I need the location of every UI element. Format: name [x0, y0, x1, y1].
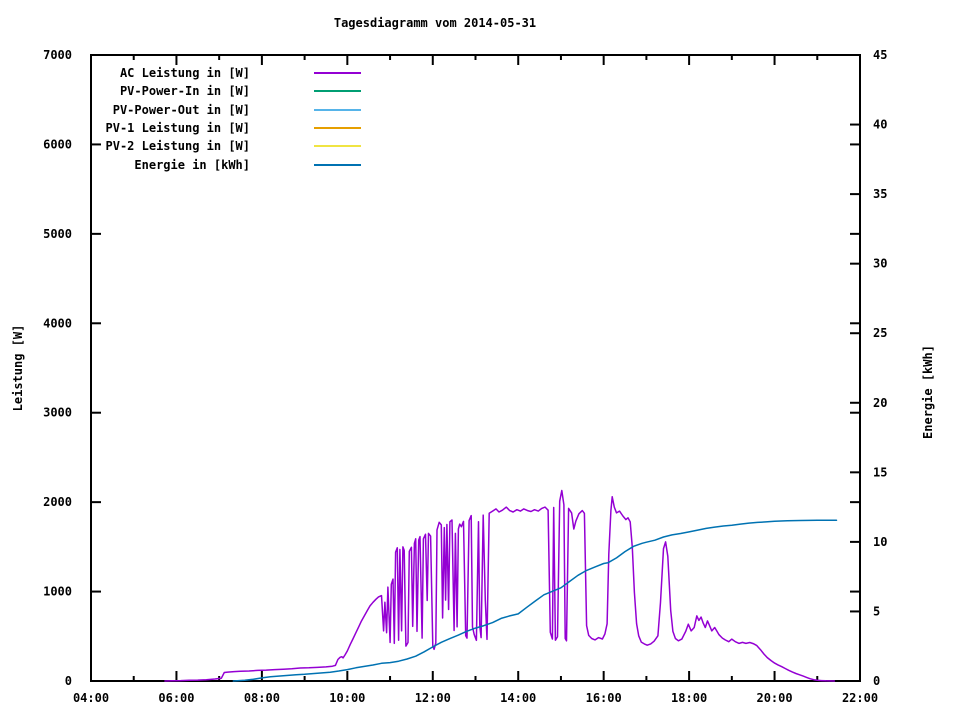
- chart-title: Tagesdiagramm vom 2014-05-31: [333, 16, 537, 30]
- y2-tick-label: 30: [873, 257, 887, 271]
- x-tick-label: 04:00: [73, 691, 109, 705]
- y1-tick-label: 2000: [43, 495, 72, 509]
- legend-line-sample: [314, 163, 361, 166]
- legend-item: PV-Power-In in [W]: [88, 82, 361, 100]
- legend-item: Energie in [kWh]: [88, 155, 361, 173]
- y1-tick-label: 5000: [43, 227, 72, 241]
- y2-tick-label: 0: [873, 674, 880, 688]
- x-tick-label: 16:00: [586, 691, 622, 705]
- y1-tick-label: 4000: [43, 316, 72, 330]
- legend-label: PV-Power-Out in [W]: [112, 102, 250, 117]
- y2-tick-label: 40: [873, 118, 887, 132]
- legend-item: AC Leistung in [W]: [88, 64, 361, 82]
- y2-tick-label: 35: [873, 187, 887, 201]
- legend-label: PV-Power-In in [W]: [119, 84, 250, 99]
- y2-tick-label: 10: [873, 535, 887, 549]
- series-ac-leistung-in-w: [164, 489, 836, 682]
- x-tick-label: 20:00: [756, 691, 792, 705]
- y1-axis-title: Leistung [W]: [11, 324, 25, 412]
- legend-item: PV-Power-Out in [W]: [88, 101, 361, 119]
- x-tick-label: 22:00: [842, 691, 878, 705]
- legend: AC Leistung in [W] PV-Power-In in [W] PV-P…: [88, 64, 361, 174]
- legend-item: PV-1 Leistung in [W]: [88, 119, 361, 137]
- legend-line-sample: [314, 90, 361, 93]
- x-tick-label: 14:00: [500, 691, 536, 705]
- legend-label: PV-1 Leistung in [W]: [105, 121, 251, 136]
- y2-axis-title: Energie [kWh]: [921, 345, 935, 439]
- y2-tick-label: 5: [873, 604, 880, 618]
- x-tick-label: 06:00: [158, 691, 194, 705]
- x-tick-label: 08:00: [244, 691, 280, 705]
- y1-tick-label: 7000: [43, 48, 72, 62]
- y1-tick-label: 0: [65, 674, 72, 688]
- legend-line-sample: [314, 127, 361, 130]
- x-tick-label: 10:00: [329, 691, 365, 705]
- legend-line-sample: [314, 145, 361, 148]
- legend-label: PV-2 Leistung in [W]: [105, 139, 251, 154]
- legend-label: AC Leistung in [W]: [119, 66, 250, 81]
- y1-tick-label: 1000: [43, 585, 72, 599]
- x-tick-label: 18:00: [671, 691, 707, 705]
- y2-tick-label: 15: [873, 465, 887, 479]
- legend-line-sample: [314, 108, 361, 111]
- series-energie-in-kwh: [232, 519, 838, 682]
- legend-item: PV-2 Leistung in [W]: [88, 137, 361, 155]
- y1-tick-label: 3000: [43, 406, 72, 420]
- y1-tick-label: 6000: [43, 137, 72, 151]
- legend-line-sample: [314, 72, 361, 75]
- y2-tick-label: 25: [873, 326, 887, 340]
- legend-label: Energie in [kWh]: [134, 157, 250, 172]
- x-tick-label: 12:00: [415, 691, 451, 705]
- y2-tick-label: 20: [873, 396, 887, 410]
- y2-tick-label: 45: [873, 48, 887, 62]
- plot-border: [90, 54, 861, 682]
